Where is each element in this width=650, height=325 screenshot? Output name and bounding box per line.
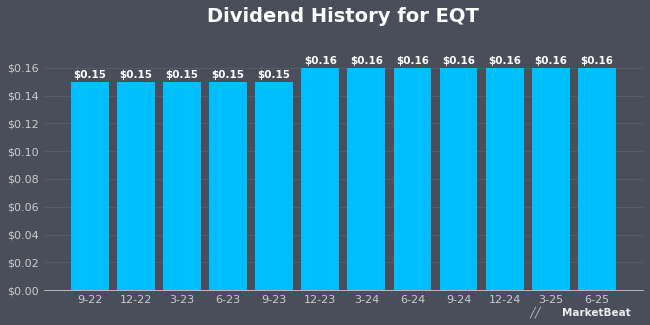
Bar [532,68,569,290]
Text: ╱╱: ╱╱ [530,307,541,318]
Text: $0.15: $0.15 [73,70,106,80]
Text: $0.16: $0.16 [580,56,614,66]
Text: $0.16: $0.16 [534,56,567,66]
Text: $0.16: $0.16 [304,56,337,66]
Text: $0.15: $0.15 [211,70,244,80]
Title: Dividend History for EQT: Dividend History for EQT [207,7,479,26]
Text: $0.16: $0.16 [442,56,475,66]
Bar [348,68,385,290]
Bar [117,82,155,290]
Bar [209,82,247,290]
Text: $0.16: $0.16 [488,56,521,66]
Bar [486,68,524,290]
Text: $0.15: $0.15 [120,70,152,80]
Bar [302,68,339,290]
Text: $0.16: $0.16 [350,56,383,66]
Bar [163,82,201,290]
Bar [578,68,616,290]
Bar [71,82,109,290]
Bar [393,68,432,290]
Bar [255,82,293,290]
Text: $0.15: $0.15 [166,70,198,80]
Text: MarketBeat: MarketBeat [562,308,630,318]
Bar [439,68,478,290]
Text: $0.15: $0.15 [257,70,291,80]
Text: $0.16: $0.16 [396,56,429,66]
